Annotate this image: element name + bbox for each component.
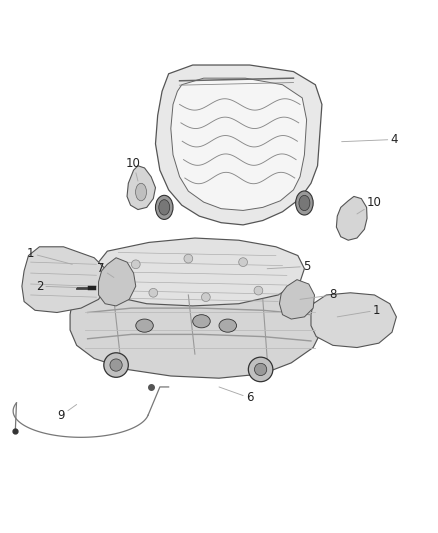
Polygon shape bbox=[155, 65, 322, 225]
Ellipse shape bbox=[159, 200, 170, 215]
Text: 2: 2 bbox=[35, 280, 77, 293]
Text: 6: 6 bbox=[219, 387, 254, 405]
Text: 4: 4 bbox=[342, 133, 398, 146]
Polygon shape bbox=[22, 247, 107, 312]
Ellipse shape bbox=[136, 183, 146, 201]
Polygon shape bbox=[171, 78, 307, 211]
Circle shape bbox=[239, 258, 247, 266]
Ellipse shape bbox=[155, 195, 173, 220]
Ellipse shape bbox=[299, 195, 310, 211]
Polygon shape bbox=[336, 197, 367, 240]
Ellipse shape bbox=[296, 191, 313, 215]
Circle shape bbox=[110, 359, 122, 371]
Polygon shape bbox=[127, 166, 155, 209]
Text: 1: 1 bbox=[27, 247, 72, 264]
Polygon shape bbox=[70, 278, 322, 378]
Polygon shape bbox=[311, 293, 396, 348]
Circle shape bbox=[254, 286, 263, 295]
Polygon shape bbox=[99, 258, 136, 306]
Polygon shape bbox=[90, 238, 304, 306]
Ellipse shape bbox=[219, 319, 237, 332]
Circle shape bbox=[201, 293, 210, 302]
Text: 10: 10 bbox=[357, 197, 382, 214]
Text: 9: 9 bbox=[57, 405, 77, 422]
Text: 10: 10 bbox=[126, 157, 141, 181]
Circle shape bbox=[104, 353, 128, 377]
Circle shape bbox=[131, 260, 140, 269]
Text: 8: 8 bbox=[300, 288, 336, 302]
Ellipse shape bbox=[193, 314, 210, 328]
Text: 7: 7 bbox=[97, 262, 114, 278]
Text: 5: 5 bbox=[267, 260, 310, 273]
Polygon shape bbox=[279, 280, 314, 319]
Ellipse shape bbox=[136, 319, 153, 332]
Circle shape bbox=[184, 254, 193, 263]
Circle shape bbox=[254, 364, 267, 376]
Text: 1: 1 bbox=[337, 304, 381, 317]
Circle shape bbox=[248, 357, 273, 382]
Circle shape bbox=[149, 288, 158, 297]
